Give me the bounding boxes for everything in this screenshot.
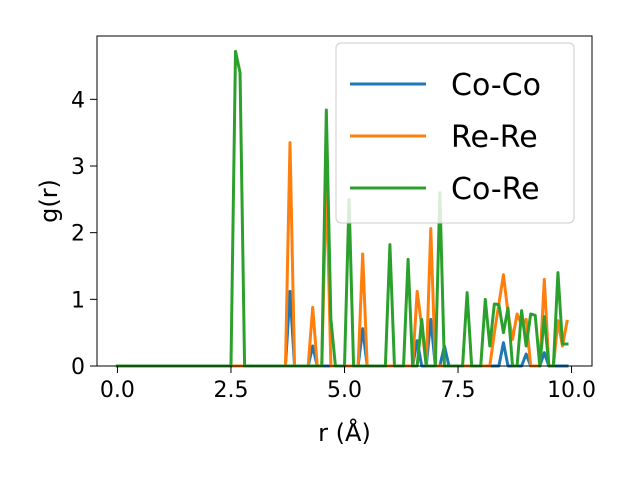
y-axis-label: g(r) [35,179,63,223]
x-axis-ticks: 0.0 2.5 5.0 7.5 10.0 [100,366,596,403]
legend-label: Co-Co [451,68,541,103]
legend: Co-Co Re-Re Co-Re [335,42,575,224]
x-tick-label: 10.0 [547,378,596,403]
y-tick-label: 3 [71,155,85,180]
series-line-0 [115,289,569,368]
y-tick-label: 2 [71,222,85,247]
x-tick-label: 0.0 [100,378,135,403]
legend-label: Co-Re [451,172,540,207]
y-axis-ticks: 0 1 2 3 4 [71,88,97,380]
x-tick-label: 2.5 [213,378,248,403]
x-axis-label: r (Å) [318,418,371,447]
legend-box [335,42,575,224]
y-tick-label: 4 [71,88,85,113]
x-tick-label: 5.0 [327,378,362,403]
legend-label: Re-Re [451,120,538,155]
y-tick-label: 1 [71,288,85,313]
y-tick-label: 0 [71,355,85,380]
x-tick-label: 7.5 [441,378,476,403]
